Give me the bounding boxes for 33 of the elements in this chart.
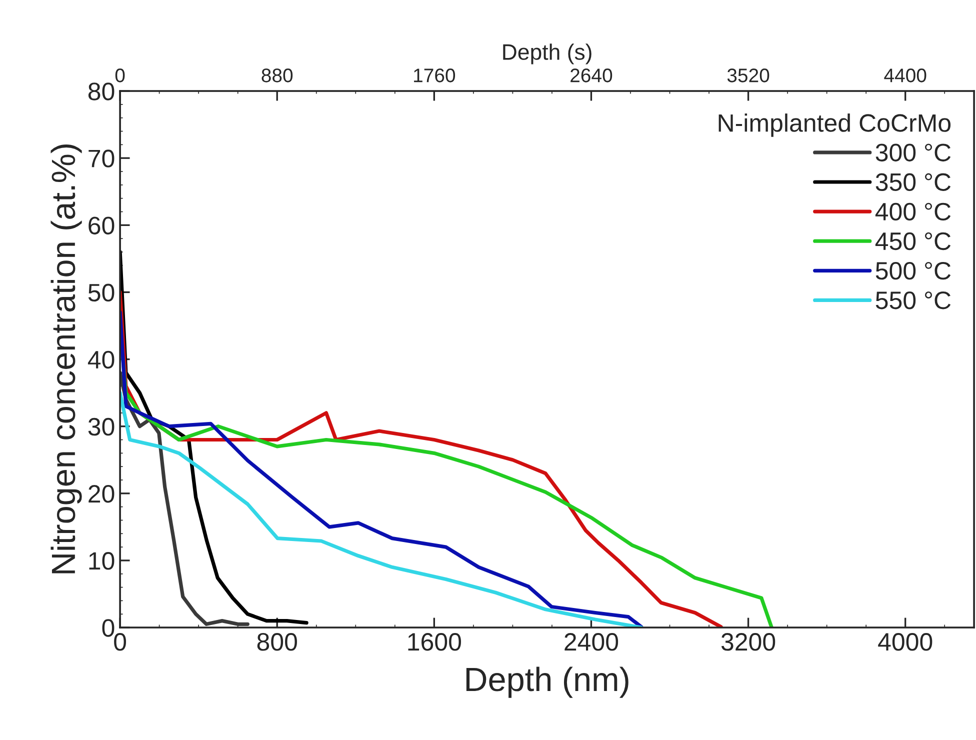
x-tick-label: 2400 <box>564 633 618 651</box>
y-tick-label: 30 <box>88 418 114 436</box>
y-axis-title: Nitrogen concentration (at.%) <box>50 144 82 574</box>
y-tick-label: 80 <box>88 82 114 100</box>
y-tick-label: 20 <box>88 484 114 503</box>
x2-tick-label: 0 <box>115 68 125 82</box>
line-series <box>120 390 644 628</box>
x-tick-label: 3200 <box>721 633 776 651</box>
x2-axis-title: Depth (s) <box>503 44 592 64</box>
x2-tick-label: 2640 <box>570 68 612 82</box>
legend-label: 500 °C <box>876 262 951 280</box>
x2-tick-label: 880 <box>262 68 293 82</box>
y-tick-label: 50 <box>88 284 114 302</box>
x-tick-label: 4000 <box>878 633 932 651</box>
y-tick-label: 10 <box>89 552 114 570</box>
y-tick-label: 0 <box>102 619 114 637</box>
y-tick-label: 70 <box>88 150 114 168</box>
y-tick-label: 60 <box>88 216 114 234</box>
x-tick-label: 0 <box>114 633 126 651</box>
x2-tick-label: 3520 <box>727 68 770 82</box>
legend-label: 550 °C <box>876 292 951 310</box>
x2-tick-label: 1760 <box>414 68 456 82</box>
x-axis-title: Depth (nm) <box>466 666 628 698</box>
legend-label: 350 °C <box>876 173 951 191</box>
line-series <box>120 310 644 628</box>
y-tick-label: 40 <box>88 350 114 369</box>
x-tick-label: 1600 <box>408 633 461 651</box>
legend-title: N-implanted CoCrMo <box>718 114 951 137</box>
x2-tick-label: 4400 <box>884 68 926 82</box>
x-tick-label: 800 <box>257 633 297 651</box>
legend-label: 300 °C <box>876 144 951 162</box>
legend-label: 450 °C <box>875 232 951 250</box>
legend-label: 400 °C <box>875 202 951 221</box>
